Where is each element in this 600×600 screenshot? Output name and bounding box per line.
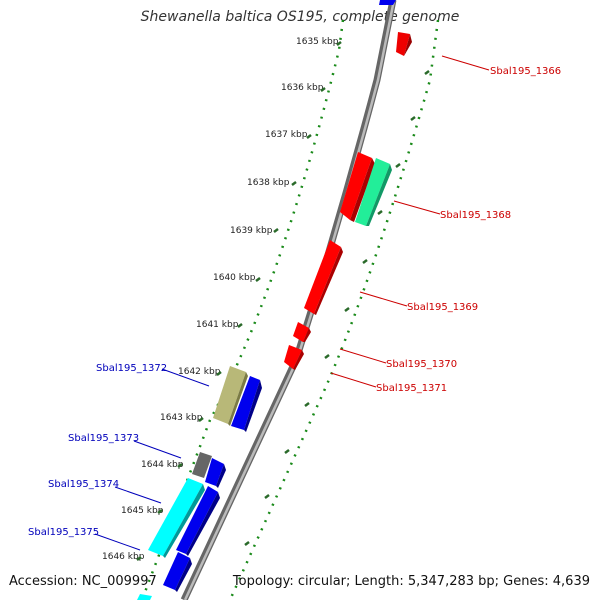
gene-arrow[interactable] — [396, 32, 410, 56]
gene-arrow[interactable] — [176, 486, 218, 554]
ruler-label: 1638 kbp — [247, 178, 290, 188]
gene-label-sbal195-1370[interactable]: Sbal195_1370 — [386, 359, 457, 370]
gene-arrow[interactable] — [284, 345, 302, 369]
ruler-label: 1635 kbp — [296, 37, 339, 47]
topology-text: Topology: circular; Length: 5,347,283 bp… — [232, 574, 590, 589]
gene-arrow[interactable] — [163, 484, 205, 558]
gene-arrow[interactable] — [205, 458, 224, 486]
ruler-label: 1641 kbp — [196, 320, 239, 330]
ruler-major-ticks — [136, 41, 430, 561]
gene-label-sbal195-1371[interactable]: Sbal195_1371 — [376, 383, 447, 394]
gene-label-sbal195-1374[interactable]: Sbal195_1374 — [48, 479, 119, 490]
gene-label-sbal195-1369[interactable]: Sbal195_1369 — [407, 302, 478, 313]
gene-label-sbal195-1366[interactable]: Sbal195_1366 — [490, 66, 561, 77]
ruler-label: 1643 kbp — [160, 413, 203, 423]
gene-arrow[interactable] — [163, 552, 190, 590]
gene-arrow[interactable] — [379, 0, 396, 5]
ruler-label: 1636 kbp — [281, 83, 324, 93]
accession-text: Accession: NC_009997 — [9, 574, 157, 589]
gene-arrow[interactable] — [216, 464, 226, 488]
gene-arrow[interactable] — [175, 558, 192, 592]
gene-arrow[interactable] — [355, 158, 390, 226]
forward-genes — [284, 0, 412, 370]
gene-label-sbal195-1373[interactable]: Sbal195_1373 — [68, 433, 139, 444]
gene-arrow[interactable] — [137, 594, 152, 600]
gene-arrow[interactable] — [404, 34, 412, 56]
gene-arrow[interactable] — [231, 376, 260, 430]
map-title: Shewanella baltica OS195, complete genom… — [140, 9, 460, 25]
gene-arrow[interactable] — [314, 247, 343, 315]
gene-arrow[interactable] — [228, 372, 248, 426]
ruler-label: 1646 kbp — [102, 552, 145, 562]
gene-label-sbal195-1375[interactable]: Sbal195_1375 — [28, 527, 99, 538]
gene-arrow[interactable] — [213, 366, 246, 424]
gene-arrow[interactable] — [244, 380, 262, 432]
ruler-label: 1642 kbp — [178, 367, 221, 377]
ruler-label: 1640 kbp — [213, 273, 256, 283]
gene-arrow[interactable] — [304, 240, 341, 314]
ruler-label: 1645 kbp — [121, 506, 164, 516]
gene-arrow[interactable] — [186, 492, 220, 556]
ruler-label: 1639 kbp — [230, 226, 273, 236]
gene-arrow[interactable] — [350, 158, 375, 222]
gene-label-sbal195-1372[interactable]: Sbal195_1372 — [96, 363, 167, 374]
reverse-genes — [137, 366, 262, 600]
ruler-label: 1644 kbp — [141, 460, 184, 470]
gene-arrow[interactable] — [366, 164, 392, 226]
ruler-label: 1637 kbp — [265, 130, 308, 140]
gene-arrow[interactable] — [293, 350, 304, 370]
gene-arrow[interactable] — [148, 478, 203, 556]
gene-arrow[interactable] — [293, 322, 309, 342]
forward-leader-lines — [330, 55, 490, 388]
gene-arrow[interactable] — [192, 452, 212, 478]
gene-label-sbal195-1368[interactable]: Sbal195_1368 — [440, 210, 511, 221]
gene-arrow[interactable] — [340, 152, 372, 220]
reverse-leader-lines — [94, 368, 210, 551]
gene-arrow[interactable] — [303, 328, 311, 342]
